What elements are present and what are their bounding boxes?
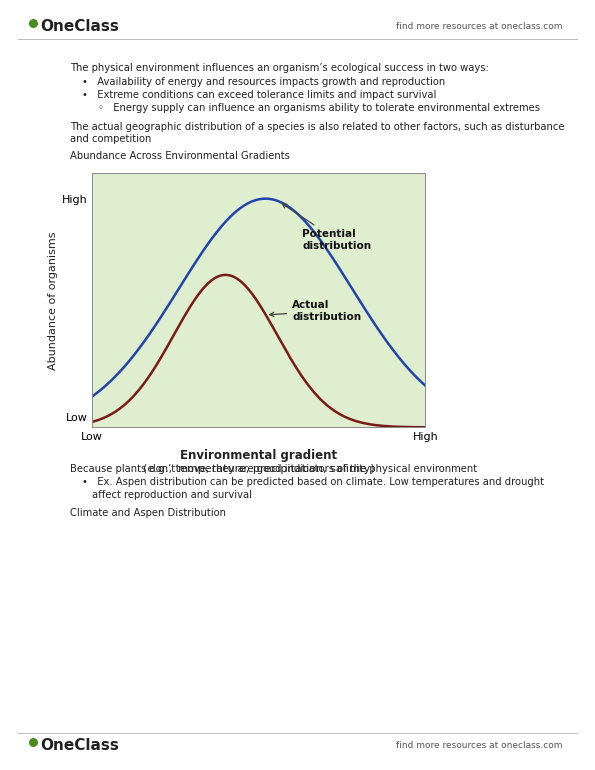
Text: and competition: and competition: [70, 134, 152, 144]
Text: find more resources at oneclass.com: find more resources at oneclass.com: [396, 22, 562, 31]
Text: •   Availability of energy and resources impacts growth and reproduction: • Availability of energy and resources i…: [82, 77, 446, 87]
Text: •   Extreme conditions can exceed tolerance limits and impact survival: • Extreme conditions can exceed toleranc…: [82, 90, 437, 100]
Text: Environmental gradient: Environmental gradient: [180, 449, 337, 462]
Text: The actual geographic distribution of a species is also related to other factors: The actual geographic distribution of a …: [70, 122, 565, 132]
Text: The physical environment influences an organism’s ecological success in two ways: The physical environment influences an o…: [70, 63, 489, 73]
Text: Abundance Across Environmental Gradients: Abundance Across Environmental Gradients: [70, 151, 290, 161]
Text: •   Ex. Aspen distribution can be predicted based on climate. Low temperatures a: • Ex. Aspen distribution can be predicte…: [82, 477, 544, 487]
Y-axis label: Abundance of organisms: Abundance of organisms: [48, 231, 58, 370]
Text: Climate and Aspen Distribution: Climate and Aspen Distribution: [70, 508, 226, 518]
Text: Potential
distribution: Potential distribution: [282, 204, 371, 251]
Text: (e.g., temperature, precipitation, salinity): (e.g., temperature, precipitation, salin…: [143, 464, 375, 474]
Text: OneClass: OneClass: [40, 18, 119, 34]
Text: find more resources at oneclass.com: find more resources at oneclass.com: [396, 741, 562, 750]
Text: OneClass: OneClass: [40, 738, 119, 753]
Text: ◦   Energy supply can influence an organisms ability to tolerate environmental e: ◦ Energy supply can influence an organis…: [98, 103, 540, 113]
Text: Because plants don’t move, they are good indicators of the physical environment: Because plants don’t move, they are good…: [70, 464, 477, 474]
Text: Actual
distribution: Actual distribution: [270, 300, 361, 322]
Text: affect reproduction and survival: affect reproduction and survival: [92, 490, 252, 500]
